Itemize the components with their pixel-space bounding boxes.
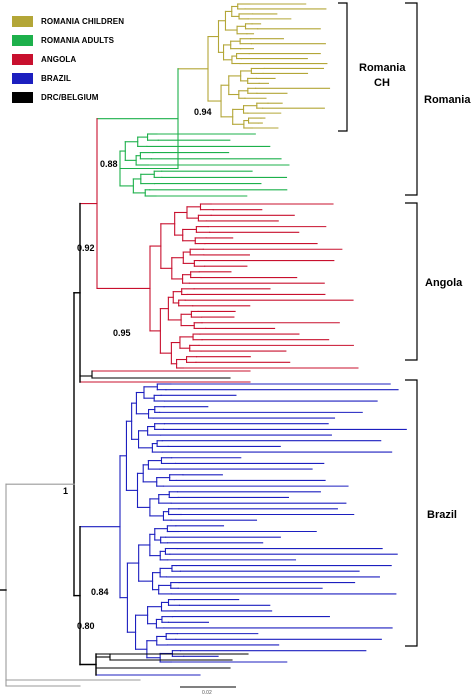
legend-label-brazil: BRAZIL xyxy=(41,74,71,83)
legend-item-romania-adults: ROMANIA ADULTS xyxy=(12,31,162,50)
legend-swatch-romania-adults xyxy=(12,35,33,46)
support-value-angola: 0.95 xyxy=(113,328,131,338)
legend: ROMANIA CHILDREN ROMANIA ADULTS ANGOLA B… xyxy=(12,12,162,107)
bracket-romania xyxy=(405,2,418,196)
clade-label-angola: Angola xyxy=(425,277,463,289)
legend-swatch-drc-belgium xyxy=(12,92,33,103)
legend-label-romania-adults: ROMANIA ADULTS xyxy=(41,36,115,45)
bracket-angola xyxy=(405,202,418,361)
clade-label-romania: Romania xyxy=(424,94,471,106)
legend-label-drc-belgium: DRC/BELGIUM xyxy=(41,93,99,102)
support-value-romania-ch: 0.94 xyxy=(194,107,212,117)
legend-label-romania-children: ROMANIA CHILDREN xyxy=(41,17,125,26)
scale-bar-label: 0.02 xyxy=(202,690,212,696)
legend-item-angola: ANGOLA xyxy=(12,50,162,69)
support-value-angola-romania: 0.92 xyxy=(77,243,95,253)
clade-label-romania-ch-line2: CH xyxy=(374,77,390,89)
support-value-root: 1 xyxy=(63,486,68,496)
bracket-romania-ch xyxy=(338,2,348,132)
legend-item-romania-children: ROMANIA CHILDREN xyxy=(12,12,162,31)
legend-item-brazil: BRAZIL xyxy=(12,69,162,88)
legend-item-drc-belgium: DRC/BELGIUM xyxy=(12,88,162,107)
support-value-romania: 0.88 xyxy=(100,159,118,169)
legend-swatch-brazil xyxy=(12,73,33,84)
support-value-brazil-sub: 0.84 xyxy=(91,587,109,597)
legend-swatch-angola xyxy=(12,54,33,65)
bracket-brazil xyxy=(405,379,418,647)
clade-label-romania-ch-line1: Romania xyxy=(359,62,406,74)
legend-swatch-romania-children xyxy=(12,16,33,27)
support-value-brazil: 0.80 xyxy=(77,621,95,631)
legend-label-angola: ANGOLA xyxy=(41,55,77,64)
tree-branches xyxy=(0,3,407,687)
clade-label-brazil: Brazil xyxy=(427,509,457,521)
